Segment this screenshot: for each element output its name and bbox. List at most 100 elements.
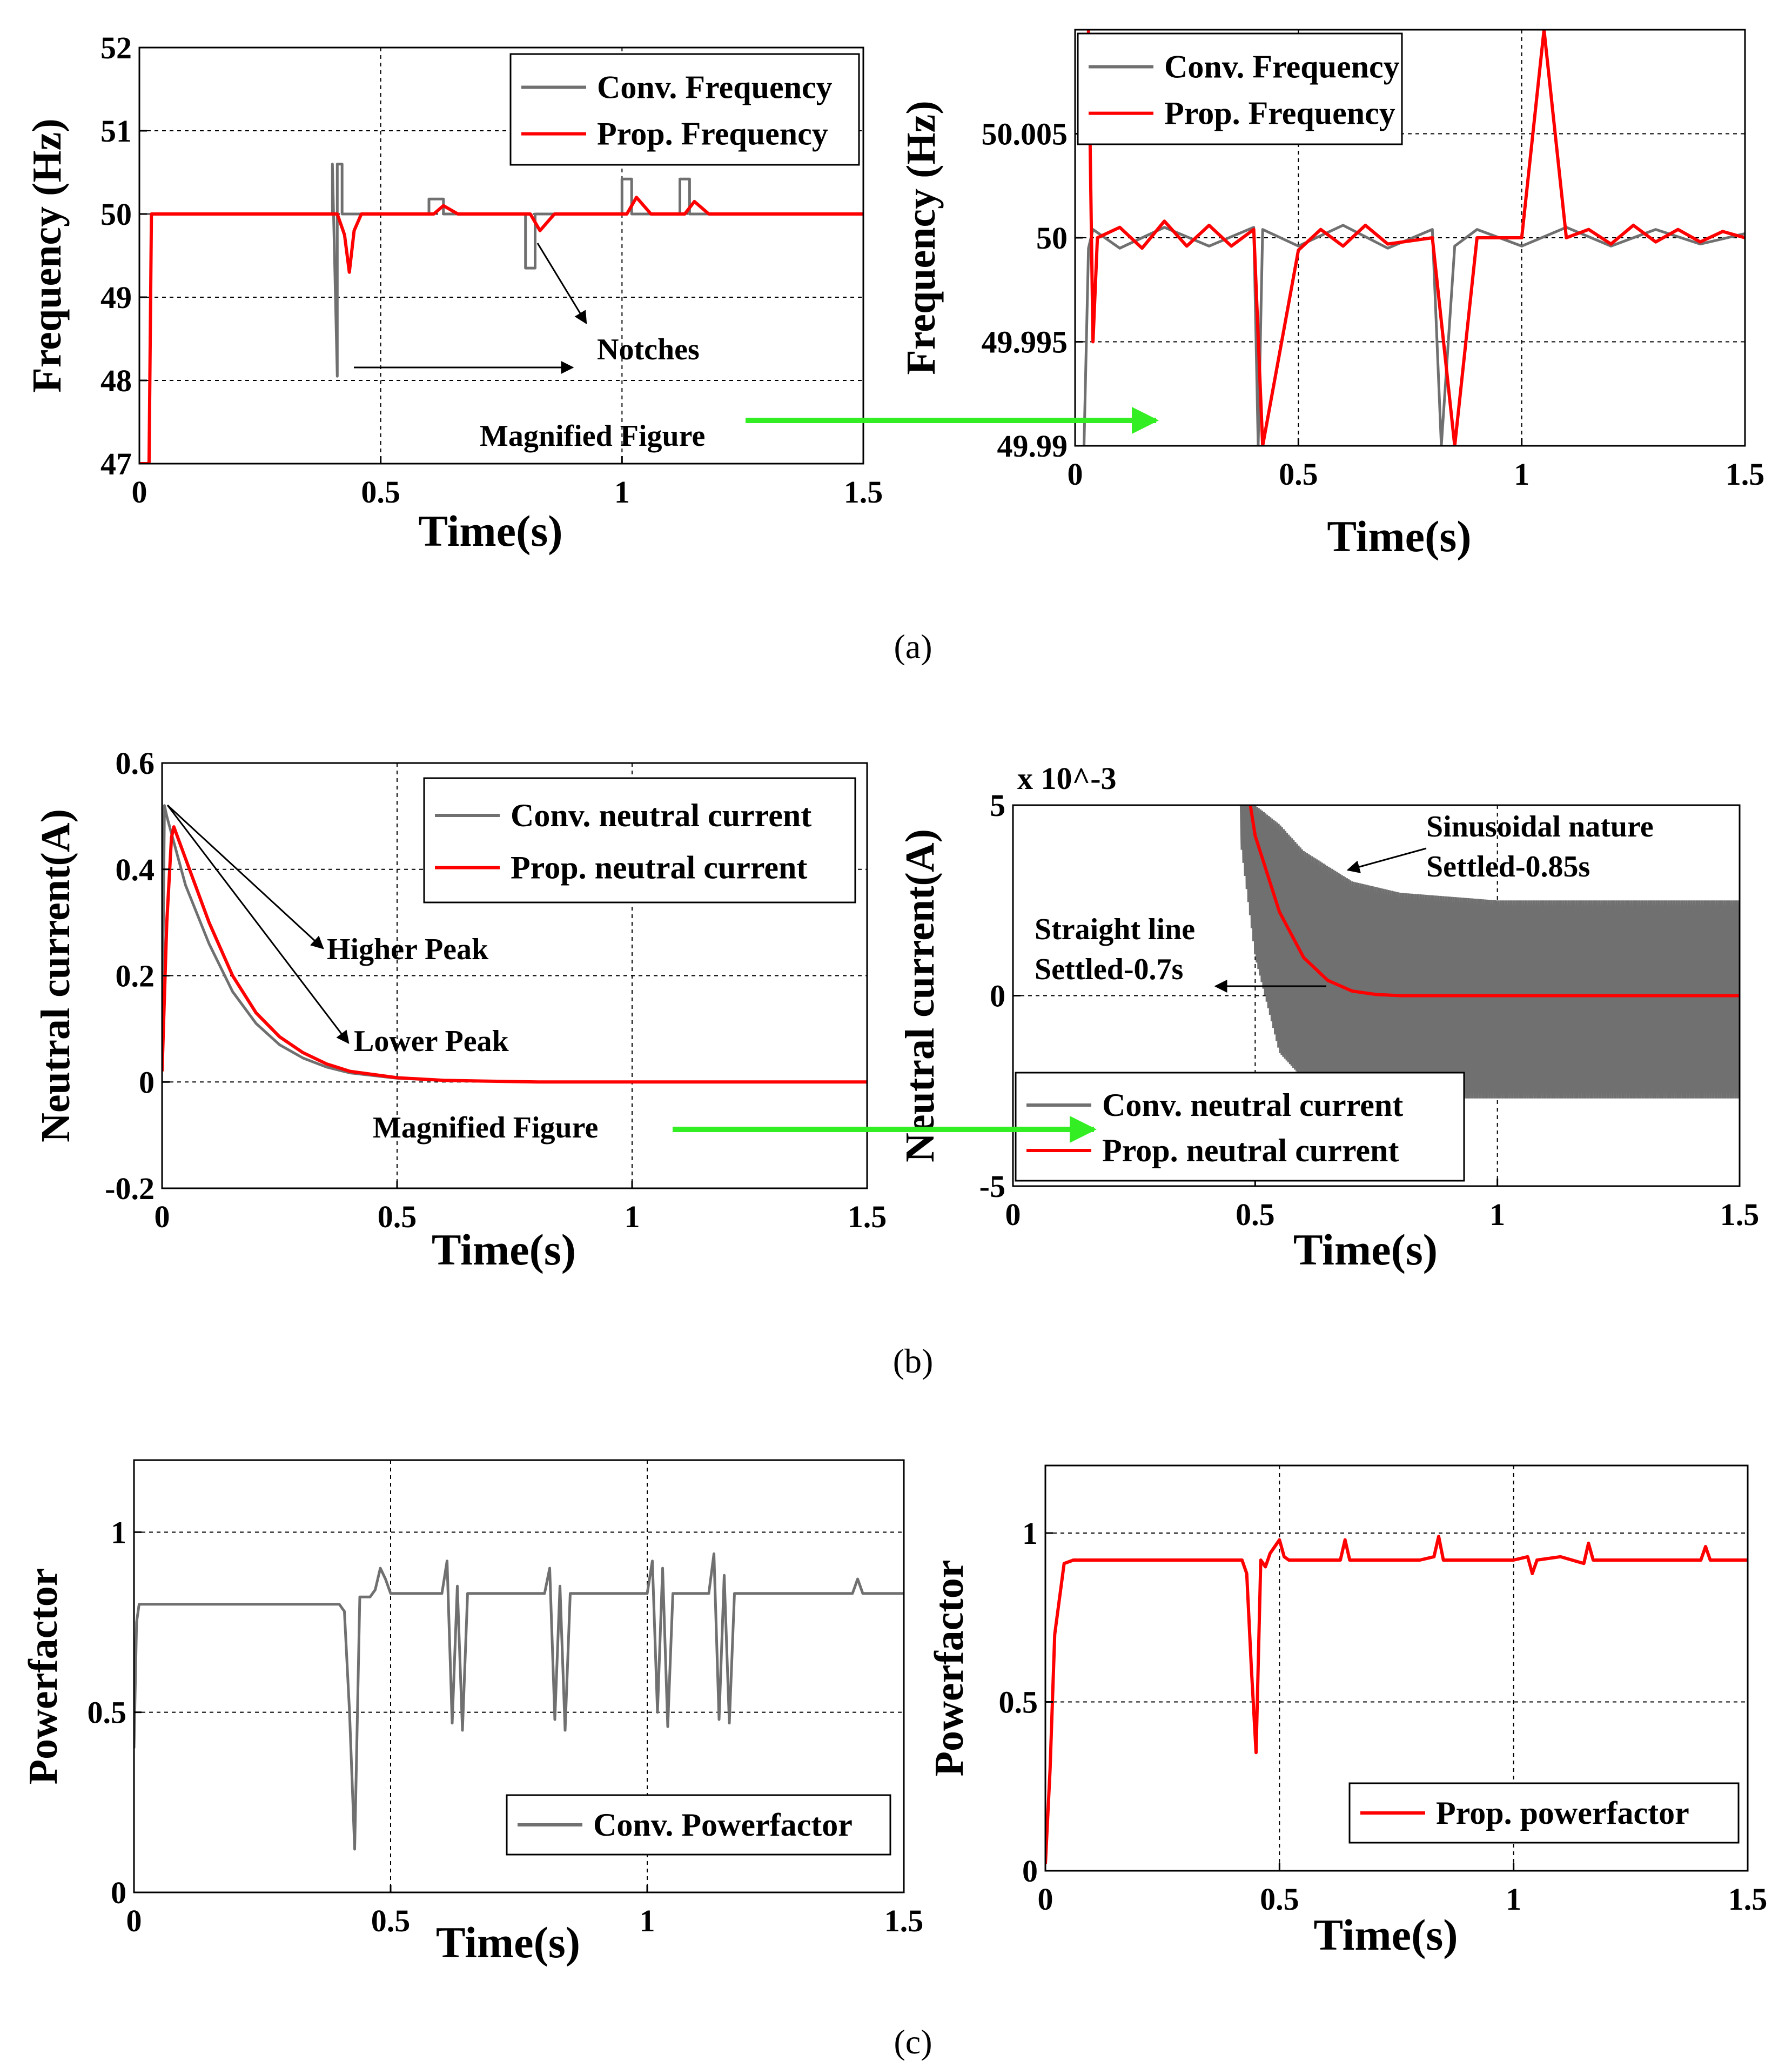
series-group (162, 804, 867, 1084)
annotations-a: Notches Magnified Figure (354, 243, 1159, 453)
x-axis-label: Time(s) (418, 506, 562, 556)
y-tick-label: 47 (100, 446, 132, 481)
legend-label: Conv. Frequency (1164, 49, 1400, 85)
series-group (1045, 1535, 1748, 1864)
x-axis-label: Time(s) (1313, 1910, 1458, 1959)
chart-c-right: 0 0.5 1 1.5 0 0.5 1 Time(s) Powerfactor Prop. pow… (927, 1464, 1768, 1959)
y-tick-label: 0.5 (88, 1695, 127, 1730)
y-axis-label: Frequency (Hz) (24, 118, 70, 392)
x-axis-label: Time(s) (432, 1225, 576, 1274)
series-line-prop (139, 196, 863, 464)
annot-settled-07: Settled-0.7s (1035, 953, 1183, 986)
axes-frame (1044, 1464, 1749, 1872)
annot-settled-085: Settled-0.85s (1426, 850, 1590, 884)
annot-notches: Notches (597, 333, 700, 366)
y-tick-label: 0 (111, 1875, 126, 1910)
series-group (134, 1552, 904, 1851)
y-tick-label: 0 (990, 979, 1005, 1014)
y-tick-label: 48 (100, 363, 132, 398)
annot-magnified-a: Magnified Figure (480, 419, 705, 453)
y-tick-label: 50 (100, 197, 132, 232)
chart-c-left: 0 0.5 1 1.5 0 0.5 1 Time(s) Powerfactor Conv. Pow… (21, 1459, 924, 1967)
legend-label: Prop. powerfactor (1436, 1795, 1689, 1831)
y-tick-label: 5 (990, 788, 1005, 823)
legend: Conv. Frequency Prop. Frequency (509, 53, 860, 166)
x-axis-label: Time(s) (436, 1918, 580, 1967)
legend-label: Prop. neutral current (1102, 1133, 1399, 1168)
axes-frame (133, 1459, 905, 1893)
legend-label: Conv. Frequency (597, 70, 833, 105)
x-tick-label: 0 (1038, 1882, 1053, 1917)
chart-a-right: 0 0.5 1 1.5 49.99 49.995 50 50.005 Time(s) Freque… (898, 29, 1764, 561)
axes-frame (138, 46, 864, 465)
y-tick-label: 52 (100, 30, 132, 65)
annot-magnified-b: Magnified Figure (373, 1111, 598, 1145)
y-tick-label: 1 (111, 1515, 126, 1550)
higher-peak-arrow (166, 804, 324, 949)
x-tick-label: 0.5 (361, 474, 400, 510)
x-tick-label: 0.5 (1260, 1882, 1299, 1917)
legend-box (423, 777, 856, 904)
x-tick-label: 1 (1489, 1197, 1505, 1232)
caption-c: (c) (894, 2023, 932, 2061)
y-tick-label: 49.99 (997, 429, 1068, 464)
y-axis-label: Powerfactor (927, 1560, 972, 1777)
y-tick-label: 50.005 (982, 117, 1068, 152)
annot-higher-peak: Higher Peak (327, 933, 489, 966)
x-tick-label: 1.5 (848, 1199, 887, 1234)
series-group (1239, 805, 1740, 1099)
x-tick-label: 1 (1514, 457, 1529, 492)
annot-lower-peak: Lower Peak (354, 1025, 509, 1058)
y-axis-label: Powerfactor (21, 1568, 66, 1785)
x-tick-label: 1 (640, 1903, 655, 1938)
y-tick-label: 0.6 (116, 746, 155, 781)
legend-box (509, 53, 860, 166)
x-tick-label: 0 (155, 1199, 170, 1234)
y-tick-label: 1 (1022, 1516, 1038, 1551)
annotations-b: Higher Peak Lower Peak Magnified Figure … (166, 804, 1654, 1145)
y-tick-label: -0.2 (105, 1171, 155, 1206)
x-tick-label: 0.5 (371, 1903, 411, 1938)
y-tick-label: 0.5 (999, 1685, 1038, 1720)
y-tick-label: 51 (100, 113, 132, 149)
legend-label: Prop. Frequency (597, 116, 828, 152)
legend-label: Conv. neutral current (511, 798, 811, 833)
x-tick-label: 0 (1005, 1197, 1021, 1232)
x-tick-label: 1.5 (1728, 1882, 1768, 1917)
caption-a: (a) (894, 627, 932, 666)
legend-label: Prop. Frequency (1164, 96, 1395, 131)
lower-peak-arrow (166, 805, 350, 1044)
sinusoidal-arrow (1346, 847, 1427, 873)
x-tick-label: 0.5 (1236, 1197, 1275, 1232)
x-tick-label: 1.5 (844, 474, 883, 510)
series-line-prop (1249, 805, 1740, 998)
legend: Conv. neutral current Prop. neutral curre… (423, 777, 856, 904)
legend: Conv. Powerfactor (506, 1794, 891, 1856)
y-tick-label: 0.2 (116, 959, 155, 994)
x-tick-label: 1.5 (884, 1903, 924, 1938)
y-tick-label: 49.995 (982, 325, 1068, 360)
x-tick-label: 1 (614, 474, 630, 510)
y-tick-label: 50 (1036, 220, 1068, 256)
annot-sinusoidal: Sinusoidal nature (1426, 810, 1654, 844)
legend-label: Conv. neutral current (1102, 1087, 1403, 1123)
y-axis-label: Frequency (Hz) (898, 101, 944, 374)
series-line-prop (1045, 1535, 1748, 1864)
series-group (1083, 30, 1745, 446)
y-axis-label: Neutral current(A) (33, 809, 78, 1142)
series-group (139, 163, 863, 464)
x-tick-label: 0 (132, 474, 147, 510)
y-tick-label: 0 (1022, 1853, 1038, 1889)
y-tick-label: 0 (139, 1065, 155, 1100)
y-tick-label: 49 (100, 280, 132, 315)
series-line-prop (162, 825, 867, 1084)
x-tick-label: 0 (126, 1903, 142, 1938)
legend: Conv. Frequency Prop. Frequency (1077, 32, 1403, 145)
series-line-conv (1239, 805, 1740, 1099)
chart-a-left: 0 0.5 1 1.5 47 48 49 50 51 52 Time(s) Frequency (Hz… (24, 30, 883, 556)
legend-box (1077, 32, 1403, 145)
series-line-conv (134, 1552, 904, 1851)
